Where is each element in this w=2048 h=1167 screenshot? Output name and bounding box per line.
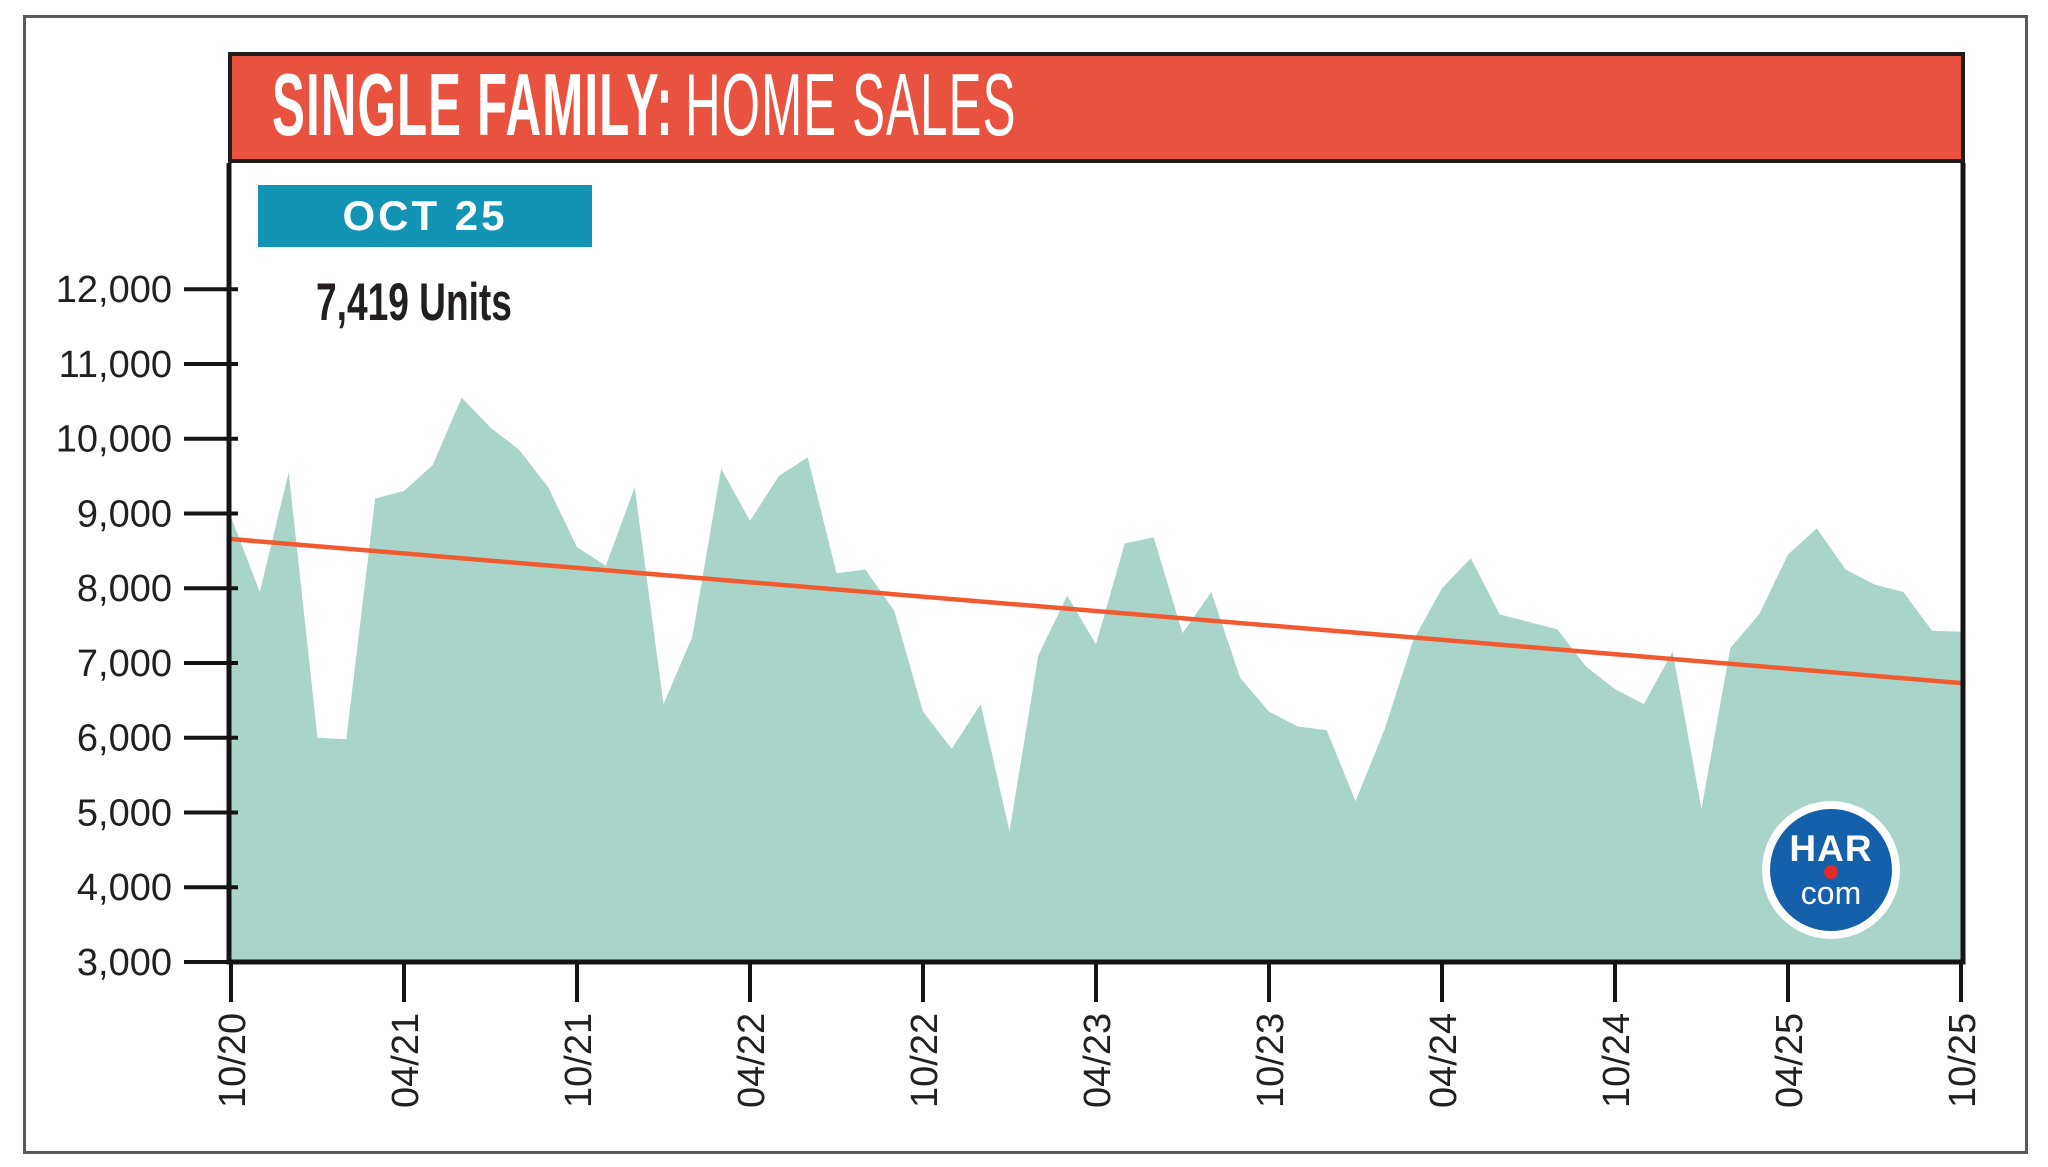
y-tick-label: 6,000: [77, 718, 172, 760]
y-tick-label: 11,000: [59, 344, 172, 386]
units-value: 7,419 Units: [316, 273, 512, 332]
y-tick-label: 10,000: [56, 419, 172, 461]
chart-title-metric: HOME SALES: [684, 54, 1017, 154]
x-tick-label: 04/23: [1077, 1013, 1119, 1108]
har-logo-text: HAR: [1789, 828, 1873, 869]
x-tick-label: 10/21: [558, 1013, 600, 1108]
x-tick-label: 10/24: [1596, 1013, 1638, 1108]
x-tick-label: 04/25: [1769, 1013, 1811, 1108]
sales-area: [229, 397, 1963, 963]
x-tick-label: 10/20: [212, 1013, 254, 1108]
month-badge: OCT 25: [258, 185, 592, 247]
y-tick-label: 8,000: [77, 568, 172, 610]
har-logo-com-text: com: [1800, 875, 1862, 911]
y-tick-label: 7,000: [77, 643, 172, 685]
har-logo-circle: HAR com: [1770, 809, 1892, 931]
y-tick-label: 5,000: [77, 793, 172, 835]
chart-title-bar: SINGLE FAMILY: HOME SALES: [228, 52, 1965, 163]
trend-line: [228, 536, 1964, 686]
x-tick-label: 04/22: [731, 1013, 773, 1108]
x-tick-label: 10/22: [904, 1013, 946, 1108]
x-tick-label: 04/24: [1423, 1013, 1465, 1108]
har-logo: HAR com: [1762, 801, 1900, 939]
x-tick-label: 10/23: [1250, 1013, 1292, 1108]
chart-title-category: SINGLE FAMILY:: [272, 54, 674, 154]
y-tick-label: 12,000: [56, 269, 172, 311]
outer-frame: [23, 15, 2028, 1154]
y-tick-label: 3,000: [77, 942, 172, 984]
chart-title: SINGLE FAMILY: HOME SALES: [272, 60, 1017, 155]
y-tick-label: 4,000: [77, 867, 172, 909]
month-badge-label: OCT 25: [342, 192, 508, 239]
y-tick-label: 9,000: [77, 494, 172, 536]
har-logo-dot-icon: [1824, 865, 1838, 879]
x-tick-label: 10/25: [1942, 1013, 1984, 1108]
x-tick-label: 04/21: [385, 1013, 427, 1108]
